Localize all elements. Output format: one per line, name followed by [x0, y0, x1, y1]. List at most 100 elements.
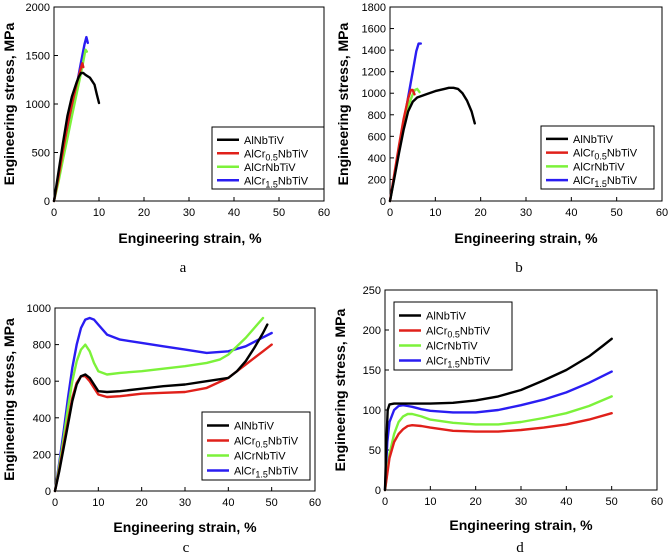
x-tick-label: 50	[273, 207, 285, 219]
x-axis-title: Engineering strain, %	[113, 519, 257, 535]
series-line-alnbtiv	[388, 86, 476, 203]
legend-label-part: NbTiV	[607, 175, 638, 187]
legend-label-part: AlCr	[244, 175, 266, 187]
legend-box	[540, 125, 655, 190]
y-axis-title: Engineering stress, MPa	[335, 22, 351, 185]
legend-label-part: AlCr	[234, 436, 256, 448]
y-tick-label: 0	[44, 196, 50, 208]
panel-label: d	[516, 540, 524, 556]
y-axis-title: Engineering stress, MPa	[1, 22, 17, 185]
y-axis-title: Engineering stress, MPa	[332, 308, 348, 471]
y-tick-label: 1200	[362, 67, 386, 79]
x-axis-title: Engineering strain, %	[449, 517, 593, 533]
y-tick-label: 0	[380, 196, 386, 208]
y-tick-label: 0	[375, 485, 381, 497]
legend-label: AlCr0.5NbTiV	[234, 436, 299, 450]
y-tick-label: 150	[363, 365, 381, 377]
legend-label-part: AlCr	[244, 148, 266, 160]
y-tick-label: 1000	[362, 88, 386, 100]
legend-label: AlNbTiV	[244, 135, 285, 147]
legend-label-subscript: 1.5	[265, 179, 278, 189]
x-axis-title: Engineering strain, %	[454, 230, 598, 246]
y-tick-label: 50	[369, 445, 381, 457]
x-tick-label: 60	[309, 497, 321, 509]
legend-label-subscript: 1.5	[255, 470, 268, 480]
chart-panel-d: 0 10 20 30 40 50 60 0 50 100 150 200 250 Engineering …	[332, 285, 663, 556]
x-tick-label: 20	[138, 207, 150, 219]
legend-label-part: AlCr	[573, 148, 595, 160]
y-tick-label: 100	[363, 405, 381, 417]
y-tick-label: 1000	[26, 99, 50, 111]
x-tick-label: 60	[318, 207, 330, 219]
y-tick-label: 600	[368, 131, 386, 143]
legend-label-subscript: 0.5	[255, 440, 268, 450]
legend-label: AlCr1.5NbTiV	[234, 466, 299, 480]
legend-label-part: NbTiV	[268, 466, 299, 478]
series-line-alcr0-5nbtiv	[383, 412, 613, 492]
x-tick-label: 50	[266, 497, 278, 509]
legend-label: AlNbTiV	[234, 421, 275, 433]
legend-label-subscript: 0.5	[447, 330, 460, 340]
y-tick-label: 1000	[27, 303, 51, 315]
legend-label-part: AlCr	[426, 356, 448, 368]
series-line-alcrnbtiv	[383, 395, 613, 492]
panel-label: b	[515, 260, 523, 276]
legend-label: AlCrNbTiV	[426, 341, 478, 353]
y-tick-label: 0	[45, 486, 51, 498]
y-tick-label: 200	[368, 174, 386, 186]
x-tick-label: 40	[560, 496, 572, 508]
y-tick-label: 800	[368, 110, 386, 122]
x-tick-label: 50	[611, 207, 623, 219]
legend-label-part: NbTiV	[278, 175, 309, 187]
series-line-alnbtiv	[383, 337, 613, 492]
x-axis-title: Engineering strain, %	[118, 230, 262, 246]
y-tick-label: 1500	[26, 51, 50, 63]
legend-label-subscript: 1.5	[447, 360, 460, 370]
x-tick-label: 20	[470, 496, 482, 508]
x-tick-label: 10	[429, 207, 441, 219]
y-tick-label: 600	[33, 376, 51, 388]
legend-label-subscript: 0.5	[265, 152, 278, 162]
panel-label: c	[183, 540, 190, 556]
x-tick-label: 30	[520, 207, 532, 219]
legend-label: AlCr1.5NbTiV	[426, 356, 491, 370]
x-tick-label: 10	[424, 496, 436, 508]
x-tick-label: 0	[52, 497, 58, 509]
x-tick-label: 60	[651, 496, 663, 508]
x-tick-label: 0	[382, 496, 388, 508]
panel-label: a	[180, 260, 187, 276]
x-tick-label: 40	[228, 207, 240, 219]
legend-label-subscript: 0.5	[594, 152, 607, 162]
legend-label-part: NbTiV	[460, 356, 491, 368]
legend-label: AlCr1.5NbTiV	[573, 175, 638, 189]
series-line-alcr1-5nbtiv	[383, 370, 613, 492]
y-tick-label: 200	[363, 325, 381, 337]
y-tick-label: 1800	[362, 2, 386, 14]
y-tick-label: 500	[32, 148, 50, 160]
y-tick-label: 200	[33, 449, 51, 461]
legend-box	[211, 126, 325, 190]
y-tick-label: 400	[368, 153, 386, 165]
x-tick-label: 30	[183, 207, 195, 219]
legend-label-part: AlCr	[234, 466, 256, 478]
legend-label: AlCrNbTiV	[573, 161, 625, 173]
x-tick-label: 0	[51, 207, 57, 219]
y-axis-title: Engineering stress, MPa	[1, 318, 17, 481]
legend-label-part: NbTiV	[607, 148, 638, 160]
legend-label: AlCr0.5NbTiV	[426, 326, 491, 340]
series-line-alnbtiv	[52, 71, 101, 203]
y-tick-label: 1600	[362, 24, 386, 36]
x-tick-label: 20	[475, 207, 487, 219]
series-line-alnbtiv	[53, 323, 269, 493]
legend-label: AlNbTiV	[573, 134, 614, 146]
y-tick-label: 250	[363, 285, 381, 297]
y-tick-label: 2000	[26, 2, 50, 14]
x-tick-label: 40	[222, 497, 234, 509]
x-tick-label: 0	[387, 207, 393, 219]
